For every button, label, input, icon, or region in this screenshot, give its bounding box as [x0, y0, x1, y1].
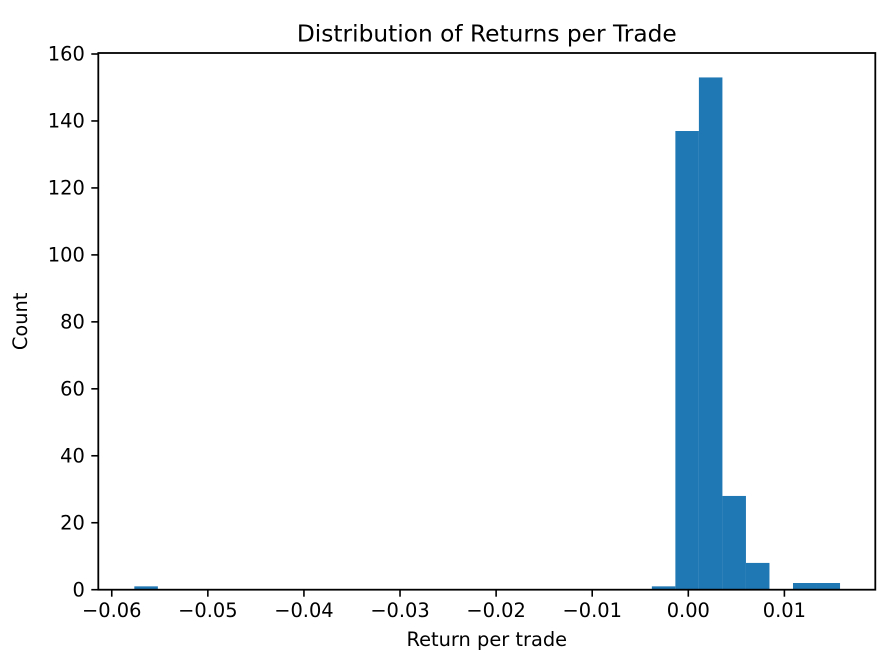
y-tick-label: 80 — [60, 310, 85, 333]
x-axis-label: Return per trade — [407, 628, 568, 651]
y-axis-ticks: 0 20 40 60 80 100 120 140 160 — [48, 43, 99, 601]
x-tick-label: 0.01 — [763, 599, 806, 622]
y-tick-label: 60 — [60, 377, 85, 400]
histogram-bar — [816, 583, 841, 590]
histogram-bars — [134, 77, 841, 590]
x-axis-ticks: −0.06 −0.05 −0.04 −0.03 −0.02 −0.01 0.00 0.01 — [82, 589, 806, 622]
y-tick-label: 0 — [72, 578, 84, 601]
y-tick-label: 40 — [60, 444, 85, 467]
histogram-bar — [698, 77, 723, 590]
y-tick-label: 20 — [60, 511, 85, 534]
histogram-bar — [722, 495, 746, 590]
x-tick-label: −0.02 — [466, 599, 525, 622]
axes-spines — [97, 52, 877, 591]
x-tick-label: −0.05 — [178, 599, 237, 622]
y-tick-label: 100 — [48, 243, 85, 266]
x-tick-label: 0.00 — [667, 599, 710, 622]
histogram-bar — [651, 586, 676, 590]
histogram-bar — [745, 562, 770, 590]
y-axis-label: Count — [9, 292, 32, 350]
y-tick-label: 120 — [48, 177, 85, 200]
plot-area — [98, 53, 876, 590]
x-tick-label: −0.04 — [274, 599, 333, 622]
y-tick-label: 140 — [48, 110, 85, 133]
x-tick-label: −0.03 — [370, 599, 429, 622]
x-tick-label: −0.06 — [82, 599, 141, 622]
y-tick-label: 160 — [48, 43, 85, 66]
histogram-bar — [675, 131, 699, 590]
histogram-bar — [792, 583, 817, 590]
histogram-bar — [134, 586, 158, 590]
chart-title: Distribution of Returns per Trade — [297, 21, 677, 48]
x-tick-label: −0.01 — [563, 599, 622, 622]
